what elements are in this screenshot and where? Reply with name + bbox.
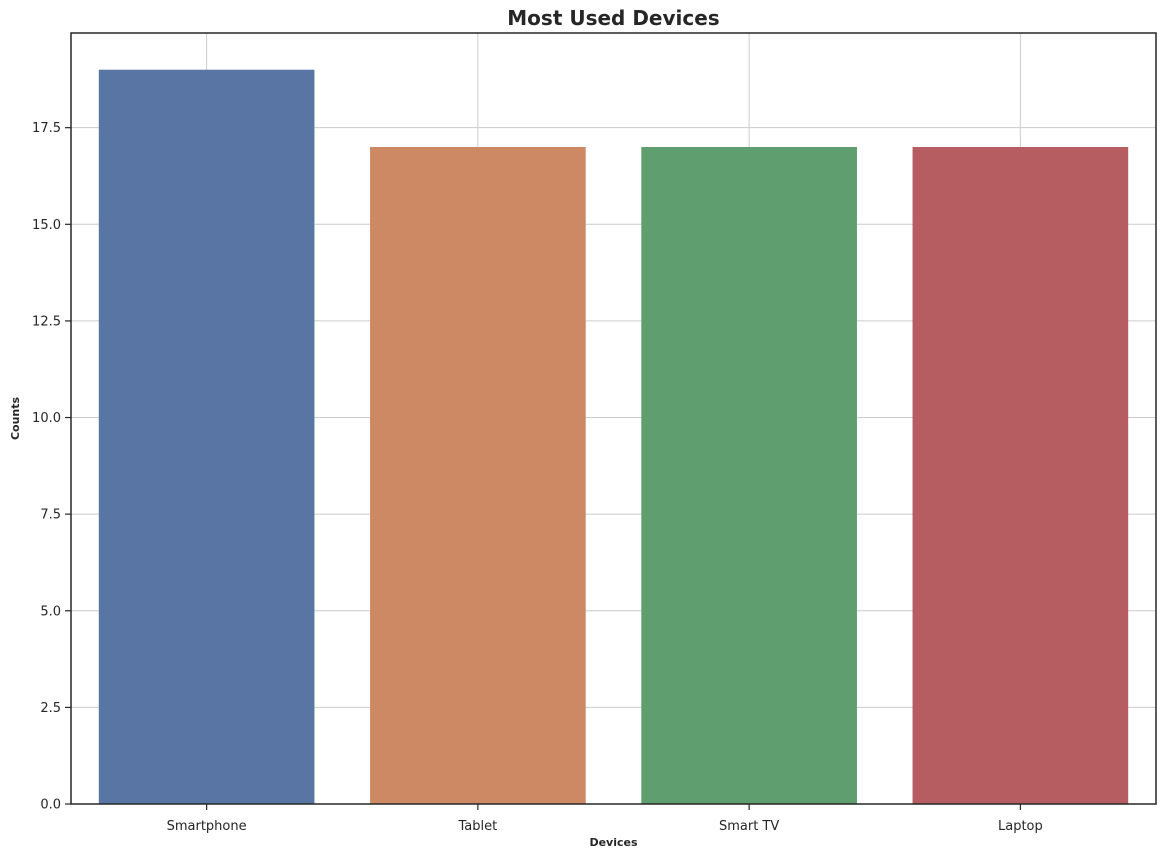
bar-smart-tv: [641, 147, 857, 805]
x-tick-label: Smart TV: [719, 819, 779, 834]
y-axis-label: Counts: [9, 397, 22, 441]
bars: [98, 69, 1129, 805]
bar-smartphone: [98, 69, 315, 804]
y-tick-label: 0.0: [40, 798, 61, 813]
chart-title: Most Used Devices: [507, 6, 719, 30]
x-tick-label: Laptop: [998, 819, 1043, 834]
y-tick-label: 15.0: [32, 218, 61, 233]
y-tick-label: 7.5: [40, 508, 61, 523]
bar-laptop: [912, 147, 1129, 805]
x-axis-label: Devices: [589, 836, 638, 849]
y-tick-label: 10.0: [32, 411, 61, 426]
x-tick-label: Smartphone: [167, 819, 247, 834]
plot-frame: [70, 32, 1157, 805]
x-tick-label: Tablet: [458, 819, 498, 834]
y-tick-label: 12.5: [32, 314, 61, 329]
y-tick-label: 5.0: [40, 604, 61, 619]
y-tick-label: 17.5: [32, 121, 61, 136]
axis-ticks: 0.0 2.5 5.0 7.5 10.0 12.5 15.0 17.5 Smartphone Ta…: [32, 121, 1043, 834]
y-tick-label: 2.5: [40, 701, 61, 716]
bar-tablet: [370, 147, 586, 805]
